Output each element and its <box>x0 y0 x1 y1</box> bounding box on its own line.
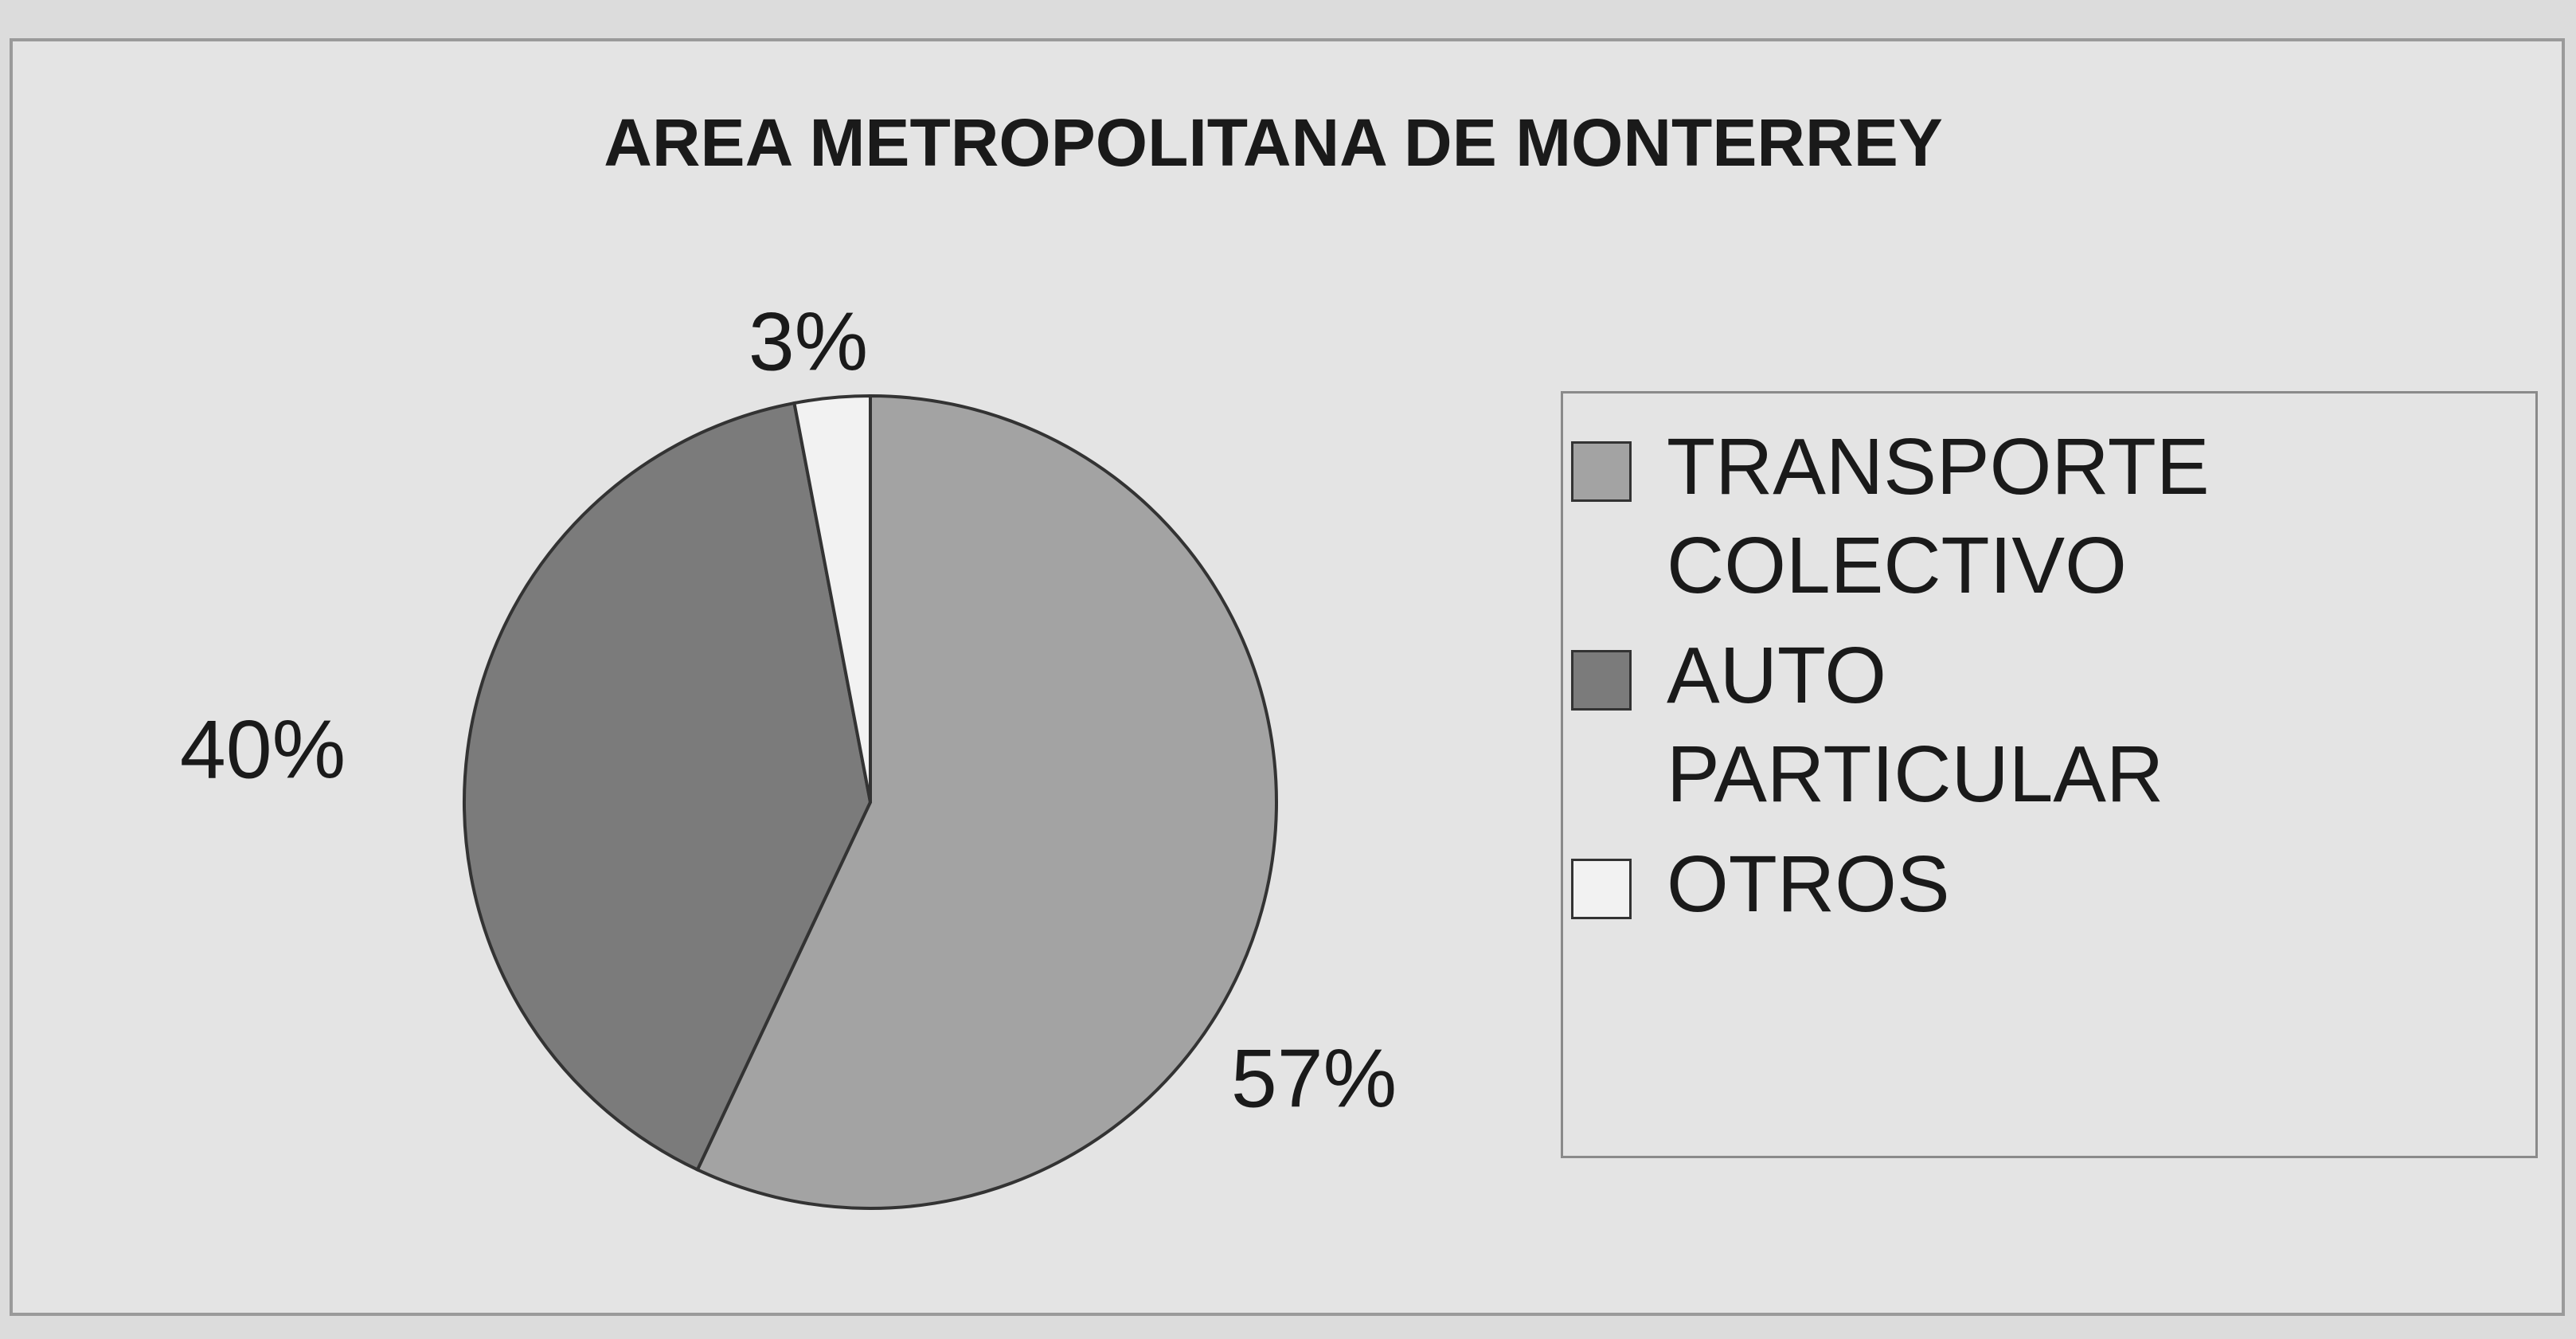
pie-slice <box>792 393 872 803</box>
legend-item: OTROS <box>1571 835 2399 934</box>
legend-swatch <box>1571 441 1632 502</box>
legend-item: TRANSPORTE COLECTIVO <box>1571 417 2399 615</box>
pie-slice <box>463 401 873 1173</box>
legend: TRANSPORTE COLECTIVO AUTO PARTICULAR OTROS <box>1561 391 2538 1158</box>
legend-item: AUTO PARTICULAR <box>1571 626 2399 824</box>
legend-label: TRANSPORTE COLECTIVO <box>1667 422 2210 610</box>
data-label: 57% <box>1231 1032 1397 1125</box>
pie-slice <box>695 393 1279 1210</box>
chart-title: AREA METROPOLITANA DE MONTERREY <box>604 105 1943 180</box>
legend-swatch <box>1571 859 1632 919</box>
legend-label: OTROS <box>1667 840 1950 929</box>
legend-label: AUTO PARTICULAR <box>1667 631 2164 819</box>
data-label: 40% <box>180 703 346 796</box>
pie <box>463 393 1279 1210</box>
data-label: 3% <box>749 296 868 388</box>
legend-swatch <box>1571 650 1632 711</box>
